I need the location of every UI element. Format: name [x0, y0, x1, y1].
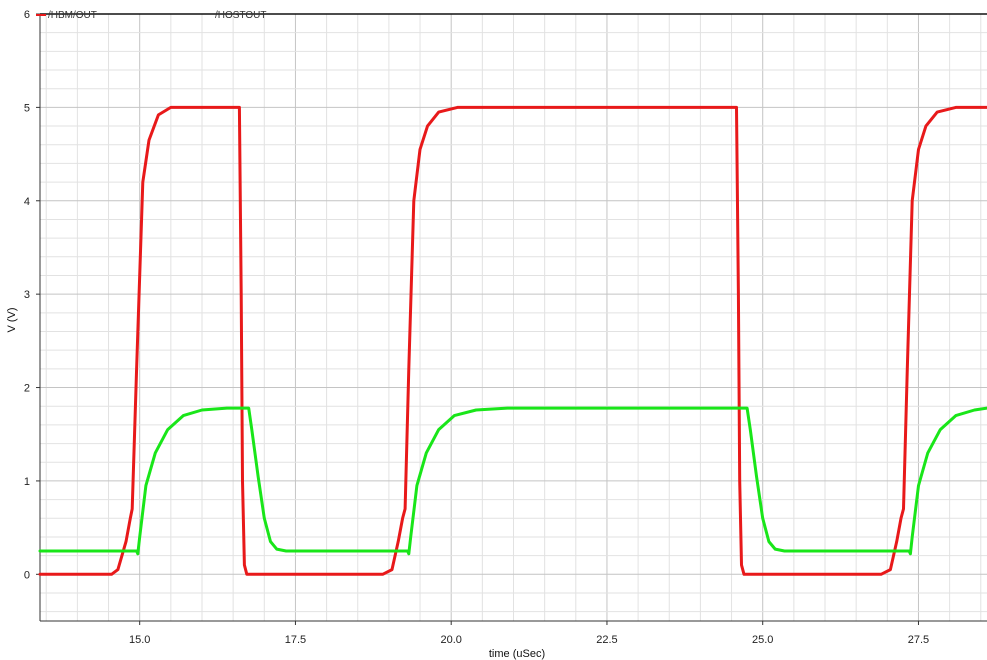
series-line-2 — [38, 406, 987, 556]
x-axis-title: time (uSec) — [489, 648, 545, 660]
x-tick-label: 17.5 — [285, 634, 306, 646]
series-line-1 — [38, 105, 987, 576]
x-tick-label: 22.5 — [596, 634, 617, 646]
y-tick-label: 6 — [24, 9, 30, 21]
y-tick-label: 0 — [24, 569, 30, 581]
y-axis-title: V (V) — [6, 307, 18, 332]
legend-series-1: /HBM/OUT — [48, 10, 97, 21]
axes-layer — [36, 13, 987, 625]
labels-layer: 15.0 17.5 20.0 22.5 25.0 27.5 0 1 2 3 4 5 6 — [24, 9, 929, 646]
grid-layer — [40, 13, 987, 621]
legend: /HBM/OUT /HOSTOUT — [48, 10, 266, 21]
series-layer — [38, 105, 987, 576]
x-tick-label: 20.0 — [440, 634, 461, 646]
y-tick-label: 1 — [24, 476, 30, 488]
x-tick-label: 15.0 — [129, 634, 150, 646]
x-tick-label: 25.0 — [752, 634, 773, 646]
y-tick-label: 5 — [24, 102, 30, 114]
x-tick-label: 27.5 — [908, 634, 929, 646]
y-tick-label: 3 — [24, 289, 30, 301]
legend-series-2: /HOSTOUT — [215, 10, 266, 21]
y-tick-label: 4 — [24, 196, 30, 208]
y-tick-label: 2 — [24, 383, 30, 395]
